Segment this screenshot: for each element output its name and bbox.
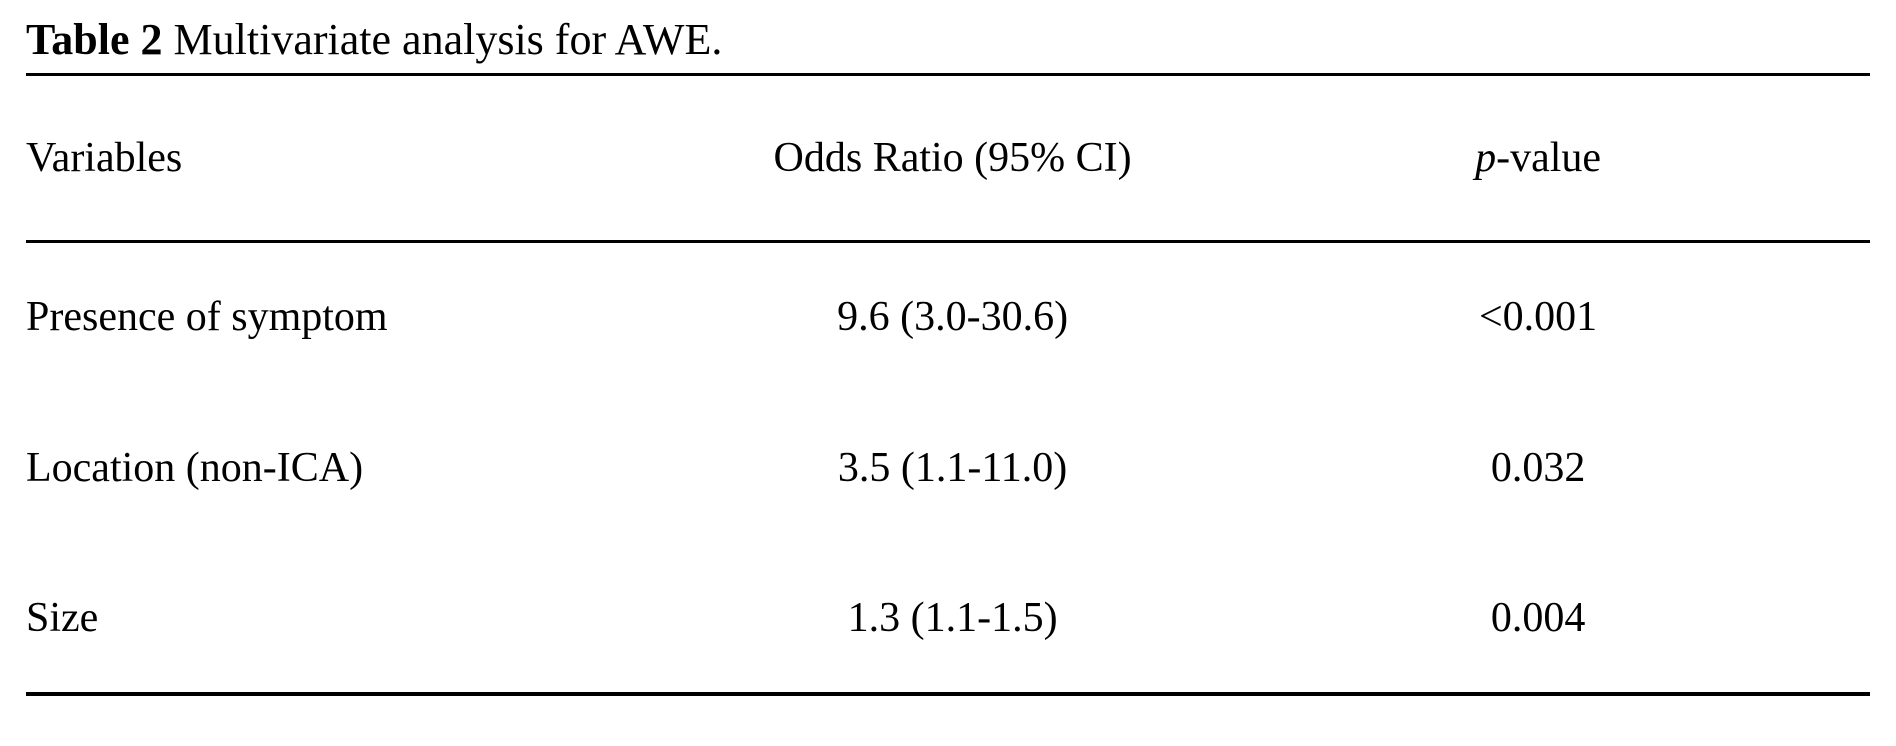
cell-odds-ratio: 1.3 (1.1-1.5) <box>699 543 1207 696</box>
multivariate-analysis-table: Variables Odds Ratio (95% CI) p-value Pr… <box>26 76 1870 696</box>
table-row: Presence of symptom 9.6 (3.0-30.6) <0.00… <box>26 241 1870 392</box>
table-number-label: Table 2 <box>26 15 163 64</box>
cell-p-value: <0.001 <box>1478 294 1598 341</box>
cell-variable: Presence of symptom <box>26 294 388 341</box>
header-p-rest: -value <box>1496 134 1602 181</box>
table-title: Table 2 Multivariate analysis for AWE. <box>26 0 1870 73</box>
table-header-row: Variables Odds Ratio (95% CI) p-value <box>26 76 1870 243</box>
table-row: Size 1.3 (1.1-1.5) 0.004 <box>26 543 1870 696</box>
cell-variable: Size <box>26 543 700 696</box>
header-p-value: p-value <box>1206 76 1870 243</box>
cell-odds-ratio: 3.5 (1.1-11.0) <box>837 444 1068 491</box>
cell-variable: Location (non-ICA) <box>26 444 364 491</box>
cell-p-value: 0.004 <box>1206 543 1870 696</box>
cell-odds-ratio: 9.6 (3.0-30.6) <box>837 294 1069 341</box>
table-row: Location (non-ICA) 3.5 (1.1-11.0) 0.032 <box>26 392 1870 543</box>
header-odds-ratio: Odds Ratio (95% CI) <box>699 76 1207 243</box>
table-caption: Multivariate analysis for AWE. <box>162 15 723 64</box>
cell-p-value: 0.032 <box>1490 444 1586 491</box>
header-variables: Variables <box>26 76 700 243</box>
header-p-italic: p <box>1475 134 1497 181</box>
top-rule <box>26 73 1870 76</box>
